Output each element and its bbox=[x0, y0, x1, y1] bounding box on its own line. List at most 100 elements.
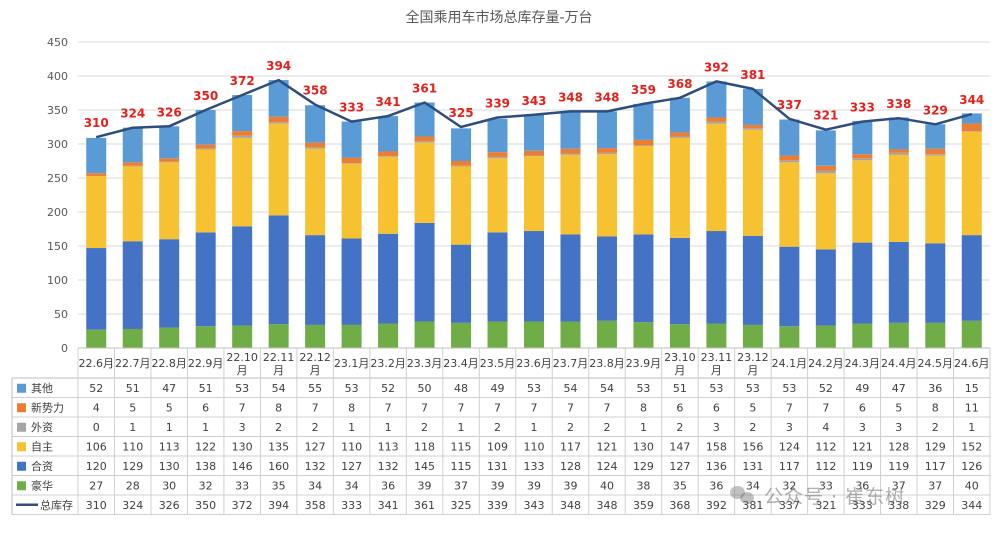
table-cell: 15 bbox=[965, 382, 979, 395]
bar-segment-其他 bbox=[596, 111, 617, 149]
legend-key bbox=[17, 442, 26, 452]
table-cell: 36 bbox=[928, 382, 942, 395]
total-data-label: 348 bbox=[594, 90, 619, 104]
table-cell: 381 bbox=[742, 499, 763, 512]
bar-segment-合资 bbox=[669, 237, 690, 325]
y-tick-label: 400 bbox=[47, 70, 68, 83]
x-tick-label: 22.7月 bbox=[115, 357, 151, 370]
table-cell: 53 bbox=[709, 382, 723, 395]
bar-segment-豪华 bbox=[961, 320, 982, 348]
table-cell: 1 bbox=[968, 421, 975, 434]
table-cell: 129 bbox=[122, 460, 143, 473]
x-tick-label: 23.2月 bbox=[370, 357, 406, 370]
table-cell: 117 bbox=[560, 440, 581, 453]
table-cell: 54 bbox=[272, 382, 286, 395]
total-data-label: 321 bbox=[813, 109, 838, 123]
bar-segment-新势力 bbox=[706, 117, 727, 122]
table-cell: 7 bbox=[822, 401, 829, 414]
y-tick-label: 250 bbox=[47, 172, 68, 185]
table-cell: 117 bbox=[779, 460, 800, 473]
table-cell: 394 bbox=[268, 499, 289, 512]
table-cell: 39 bbox=[563, 479, 577, 492]
table-cell: 115 bbox=[451, 440, 472, 453]
bar-segment-豪华 bbox=[268, 324, 289, 348]
bar-segment-外资 bbox=[414, 141, 435, 143]
total-data-label: 333 bbox=[339, 101, 364, 115]
bar-segment-自主 bbox=[451, 166, 472, 245]
bar-segment-自主 bbox=[925, 155, 946, 244]
table-cell: 112 bbox=[815, 440, 836, 453]
x-tick-label: 23.1月 bbox=[334, 357, 370, 370]
table-cell: 36 bbox=[709, 479, 723, 492]
watermark: 公众号 · 崔东树 bbox=[730, 480, 905, 510]
table-cell: 359 bbox=[633, 499, 654, 512]
table-cell: 53 bbox=[345, 382, 359, 395]
x-tick-label: 月 bbox=[711, 364, 722, 377]
bar-segment-合资 bbox=[888, 241, 909, 323]
bar-segment-豪华 bbox=[305, 324, 326, 348]
table-cell: 326 bbox=[159, 499, 180, 512]
bar-segment-外资 bbox=[341, 163, 362, 164]
total-data-label: 381 bbox=[740, 68, 765, 82]
table-cell: 5 bbox=[895, 401, 902, 414]
bar-segment-自主 bbox=[633, 146, 654, 235]
table-cell: 34 bbox=[345, 479, 359, 492]
table-cell: 126 bbox=[961, 460, 982, 473]
bar-segment-新势力 bbox=[815, 165, 836, 171]
watermark-text: 公众号 · 崔东树 bbox=[764, 485, 906, 508]
bar-segment-新势力 bbox=[925, 148, 946, 155]
bar-segment-合资 bbox=[195, 232, 216, 327]
table-cell: 329 bbox=[925, 499, 946, 512]
bar-segment-豪华 bbox=[888, 322, 909, 348]
bar-segment-豪华 bbox=[451, 322, 472, 348]
total-data-label: 358 bbox=[303, 84, 328, 98]
table-cell: 127 bbox=[669, 460, 690, 473]
table-cell: 121 bbox=[596, 440, 617, 453]
bar-segment-其他 bbox=[742, 88, 763, 125]
table-cell: 6 bbox=[859, 401, 866, 414]
bar-segment-新势力 bbox=[268, 116, 289, 123]
bar-segment-自主 bbox=[268, 123, 289, 216]
table-cell: 48 bbox=[454, 382, 468, 395]
table-cell: 38 bbox=[636, 479, 650, 492]
bar-segment-豪华 bbox=[341, 324, 362, 348]
x-tick-label: 月 bbox=[310, 364, 321, 377]
table-cell: 7 bbox=[458, 401, 465, 414]
table-cell: 138 bbox=[195, 460, 216, 473]
legend-label: 豪华 bbox=[31, 478, 53, 492]
bar-segment-新势力 bbox=[414, 136, 435, 142]
bar-segment-自主 bbox=[378, 156, 399, 234]
bar-segment-其他 bbox=[341, 121, 362, 158]
table-cell: 3 bbox=[239, 421, 246, 434]
table-cell: 368 bbox=[669, 499, 690, 512]
bar-segment-豪华 bbox=[925, 322, 946, 348]
bar-segment-合资 bbox=[633, 234, 654, 323]
table-cell: 55 bbox=[308, 382, 322, 395]
total-data-label: 325 bbox=[449, 106, 474, 120]
bar-segment-豪华 bbox=[742, 324, 763, 348]
table-cell: 7 bbox=[494, 401, 501, 414]
bar-segment-自主 bbox=[305, 148, 326, 236]
y-tick-label: 100 bbox=[47, 274, 68, 287]
table-cell: 135 bbox=[268, 440, 289, 453]
bar-segment-合资 bbox=[305, 235, 326, 325]
bar-segment-合资 bbox=[268, 215, 289, 325]
table-cell: 7 bbox=[531, 401, 538, 414]
bar-segment-其他 bbox=[159, 126, 180, 159]
bar-segment-其他 bbox=[779, 119, 800, 156]
table-cell: 158 bbox=[706, 440, 727, 453]
table-cell: 2 bbox=[603, 421, 610, 434]
table-cell: 3 bbox=[859, 421, 866, 434]
table-cell: 2 bbox=[312, 421, 319, 434]
table-cell: 119 bbox=[852, 460, 873, 473]
bar-segment-豪华 bbox=[378, 323, 399, 348]
table-cell: 128 bbox=[888, 440, 909, 453]
table-cell: 1 bbox=[458, 421, 465, 434]
bar-segment-豪华 bbox=[195, 326, 216, 348]
legend-label: 其他 bbox=[31, 382, 53, 395]
table-cell: 392 bbox=[706, 499, 727, 512]
bar-segment-合资 bbox=[487, 232, 508, 322]
table-cell: 39 bbox=[527, 479, 541, 492]
bar-segment-自主 bbox=[888, 154, 909, 242]
